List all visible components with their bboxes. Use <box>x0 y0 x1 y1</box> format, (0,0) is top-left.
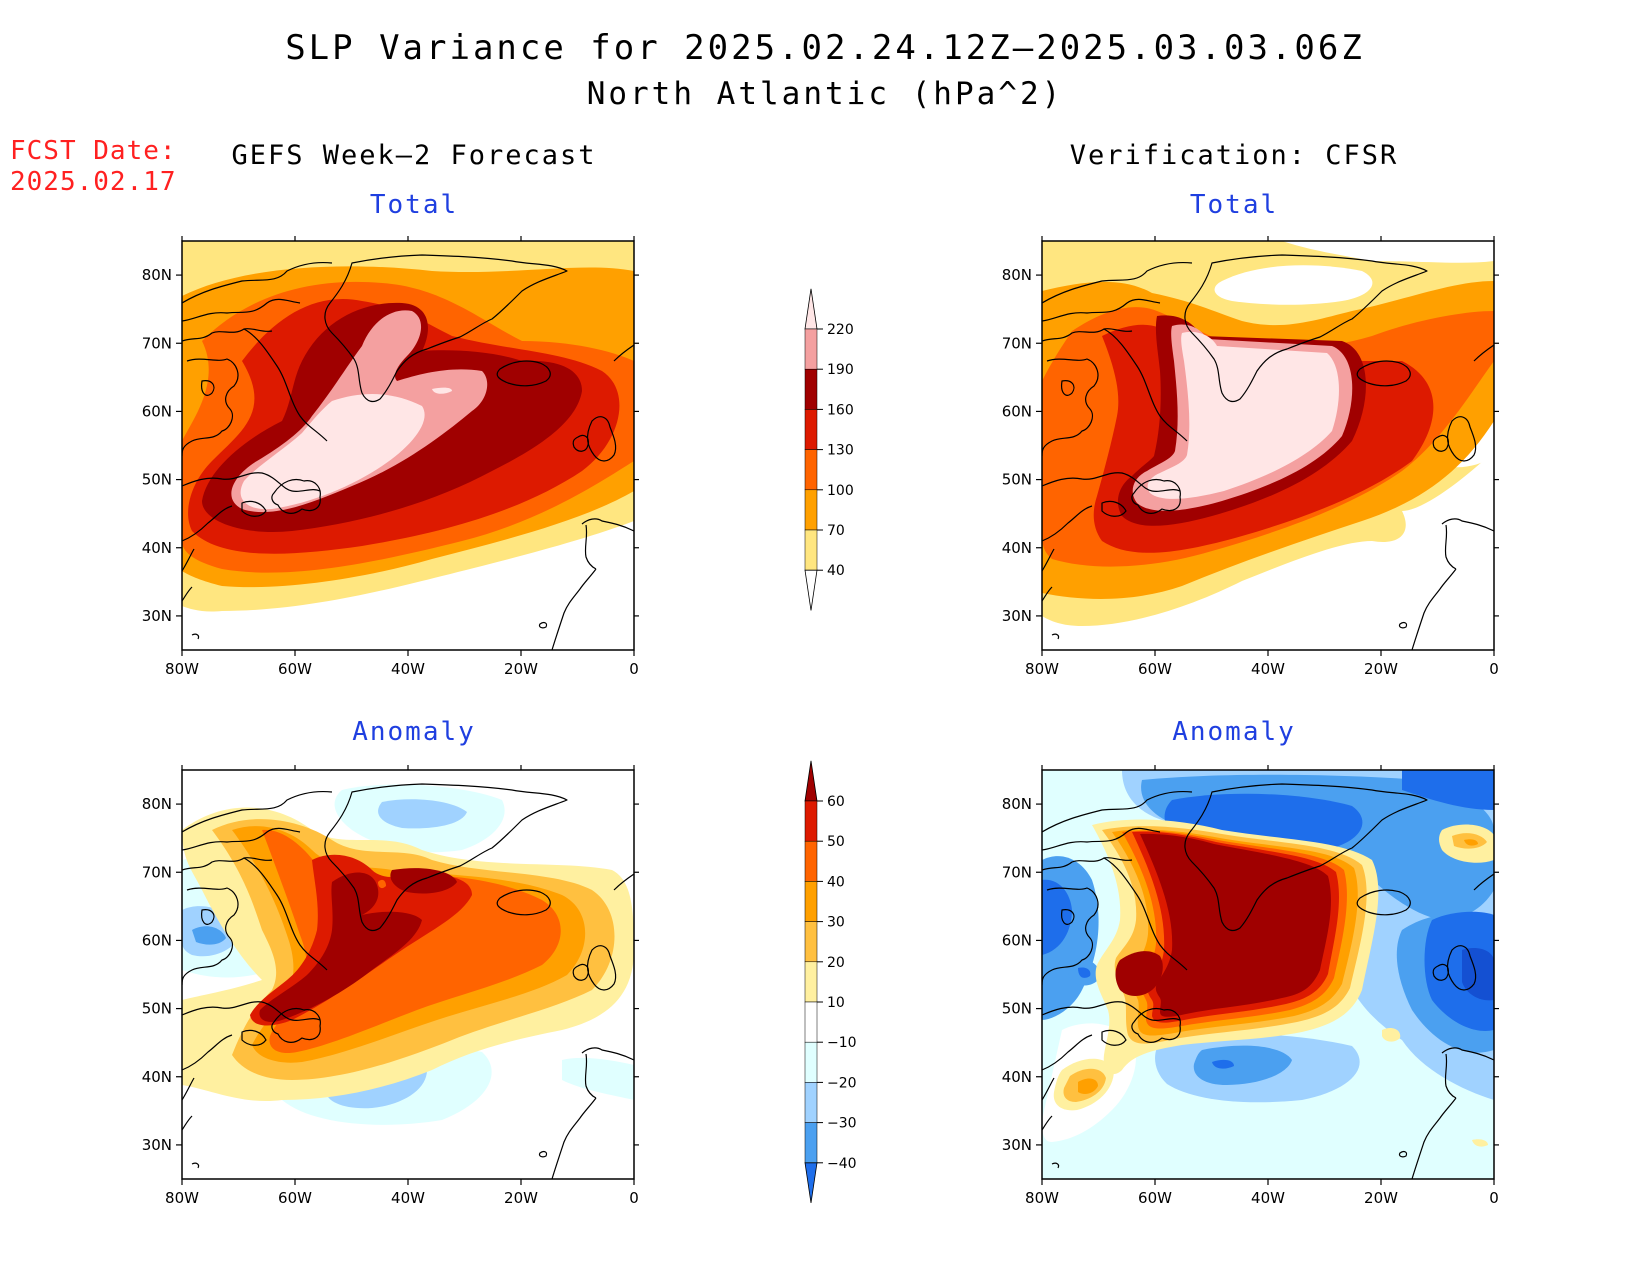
colorbar-level-label: 160 <box>827 402 854 418</box>
lat-tick-label: 70N <box>1002 334 1032 352</box>
subtitle-cfsr-anomaly: Anomaly <box>1172 717 1296 747</box>
lon-tick-label: 20W <box>504 1189 538 1207</box>
lat-tick-label: 60N <box>142 931 172 949</box>
colorbar-total: 220 190 160 130 100 70 40 <box>804 288 854 611</box>
colorbar-top-triangle <box>804 288 818 330</box>
lat-tick-label: 50N <box>142 1000 172 1018</box>
lat-tick-label: 70N <box>142 863 172 881</box>
colorbar-bottom-triangle <box>804 569 818 611</box>
colorbar-segment <box>804 489 818 531</box>
lon-tick-label: 40W <box>1251 660 1285 678</box>
lon-tick-label: 80W <box>165 1189 199 1207</box>
subtitle-gefs-anomaly: Anomaly <box>352 717 476 747</box>
map-cfsr-anomaly <box>1041 769 1495 1180</box>
lat-tick-label: 30N <box>142 607 172 625</box>
lat-tick-label: 50N <box>142 471 172 489</box>
lon-tick-label: 80W <box>1025 1189 1059 1207</box>
lat-tick-label: 30N <box>1002 1136 1032 1154</box>
lat-tick-label: 40N <box>1002 539 1032 557</box>
lat-tick-label: 40N <box>142 539 172 557</box>
colorbar-segment <box>804 1082 818 1123</box>
colorbar-level-label: 50 <box>827 834 845 850</box>
lat-tick-label: 50N <box>1002 471 1032 489</box>
colorbar-bottom-triangle <box>804 1162 818 1204</box>
lon-tick-label: 40W <box>391 660 425 678</box>
colorbar-segment <box>804 409 818 450</box>
colorbar-segment <box>804 1122 818 1164</box>
colorbar-level-label: 30 <box>827 915 845 931</box>
column-title-gefs: GEFS Week—2 Forecast <box>231 140 597 171</box>
lat-tick-label: 40N <box>1002 1068 1032 1086</box>
colorbar-top-triangle <box>804 760 818 802</box>
colorbar-level-label: 10 <box>827 995 845 1011</box>
lon-tick-label: 0 <box>629 660 639 678</box>
lon-tick-label: 40W <box>1251 1189 1285 1207</box>
lat-tick-label: 80N <box>1002 795 1032 813</box>
lon-tick-label: 0 <box>1489 660 1499 678</box>
map-gefs-anomaly <box>181 769 635 1180</box>
colorbar-anomaly: 60 50 40 30 20 10 −10 −20 −30 −40 <box>804 760 857 1204</box>
lon-tick-label: 60W <box>278 660 312 678</box>
colorbar-segment <box>804 529 818 571</box>
colorbar-segment <box>804 800 818 842</box>
forecast-date-value: 2025.02.17 <box>10 167 177 197</box>
map-gefs-total <box>181 240 635 651</box>
colorbar-segment <box>804 1041 818 1083</box>
subtitle-gefs-total: Total <box>369 190 459 220</box>
lat-tick-label: 30N <box>142 1136 172 1154</box>
colorbar-level-label: 220 <box>827 322 854 338</box>
forecast-date-label: FCST Date: <box>10 136 177 166</box>
colorbar-level-label: 100 <box>827 483 854 499</box>
lon-tick-label: 0 <box>629 1189 639 1207</box>
lon-tick-label: 20W <box>1364 660 1398 678</box>
lon-tick-label: 20W <box>1364 1189 1398 1207</box>
colorbar-level-label: −30 <box>827 1116 857 1132</box>
lat-tick-label: 80N <box>142 266 172 284</box>
colorbar-level-label: 40 <box>827 874 845 890</box>
column-title-cfsr: Verification: CFSR <box>1069 140 1399 171</box>
colorbar-level-label: 190 <box>827 362 854 378</box>
lat-tick-label: 70N <box>142 334 172 352</box>
axis-labels: 80W 60W 40W 20W 0 80N 70N 60N 50N 40N 30N 80W 60W 40W… <box>142 236 1499 1207</box>
map-cfsr-total <box>1041 240 1495 651</box>
lon-tick-label: 60W <box>278 1189 312 1207</box>
lat-tick-label: 60N <box>142 402 172 420</box>
colorbar-level-label: 20 <box>827 955 845 971</box>
lon-tick-label: 60W <box>1138 660 1172 678</box>
lon-tick-label: 40W <box>391 1189 425 1207</box>
colorbar-level-label: 70 <box>827 523 845 539</box>
lon-tick-label: 0 <box>1489 1189 1499 1207</box>
lat-tick-label: 30N <box>1002 607 1032 625</box>
main-subtitle: North Atlantic (hPa^2) <box>586 76 1064 112</box>
colorbar-segment <box>804 328 818 370</box>
colorbar-segment <box>804 840 818 882</box>
colorbar-level-label: 40 <box>827 563 845 579</box>
forecast-date-block: FCST Date: 2025.02.17 <box>10 136 177 198</box>
lat-tick-label: 60N <box>1002 931 1032 949</box>
lon-tick-label: 80W <box>165 660 199 678</box>
colorbar-level-label: −20 <box>827 1075 857 1091</box>
colorbar-level-label: 60 <box>827 794 845 810</box>
lon-tick-label: 80W <box>1025 660 1059 678</box>
colorbar-segment <box>804 1001 818 1043</box>
lat-tick-label: 70N <box>1002 863 1032 881</box>
lon-tick-label: 60W <box>1138 1189 1172 1207</box>
lat-tick-label: 40N <box>142 1068 172 1086</box>
colorbar-segment <box>804 368 818 410</box>
lat-tick-label: 80N <box>142 795 172 813</box>
main-title: SLP Variance for 2025.02.24.12Z—2025.03.… <box>285 28 1365 68</box>
colorbar-segment <box>804 449 818 491</box>
colorbar-level-label: −40 <box>827 1156 857 1172</box>
lat-tick-label: 50N <box>1002 1000 1032 1018</box>
lat-tick-label: 60N <box>1002 402 1032 420</box>
subtitle-cfsr-total: Total <box>1189 190 1279 220</box>
colorbar-segment <box>804 921 818 963</box>
colorbar-level-label: 130 <box>827 443 854 459</box>
lat-tick-label: 80N <box>1002 266 1032 284</box>
colorbar-segment <box>804 881 818 922</box>
colorbar-segment <box>804 961 818 1003</box>
colorbar-level-label: −10 <box>827 1035 857 1051</box>
lon-tick-label: 20W <box>504 660 538 678</box>
